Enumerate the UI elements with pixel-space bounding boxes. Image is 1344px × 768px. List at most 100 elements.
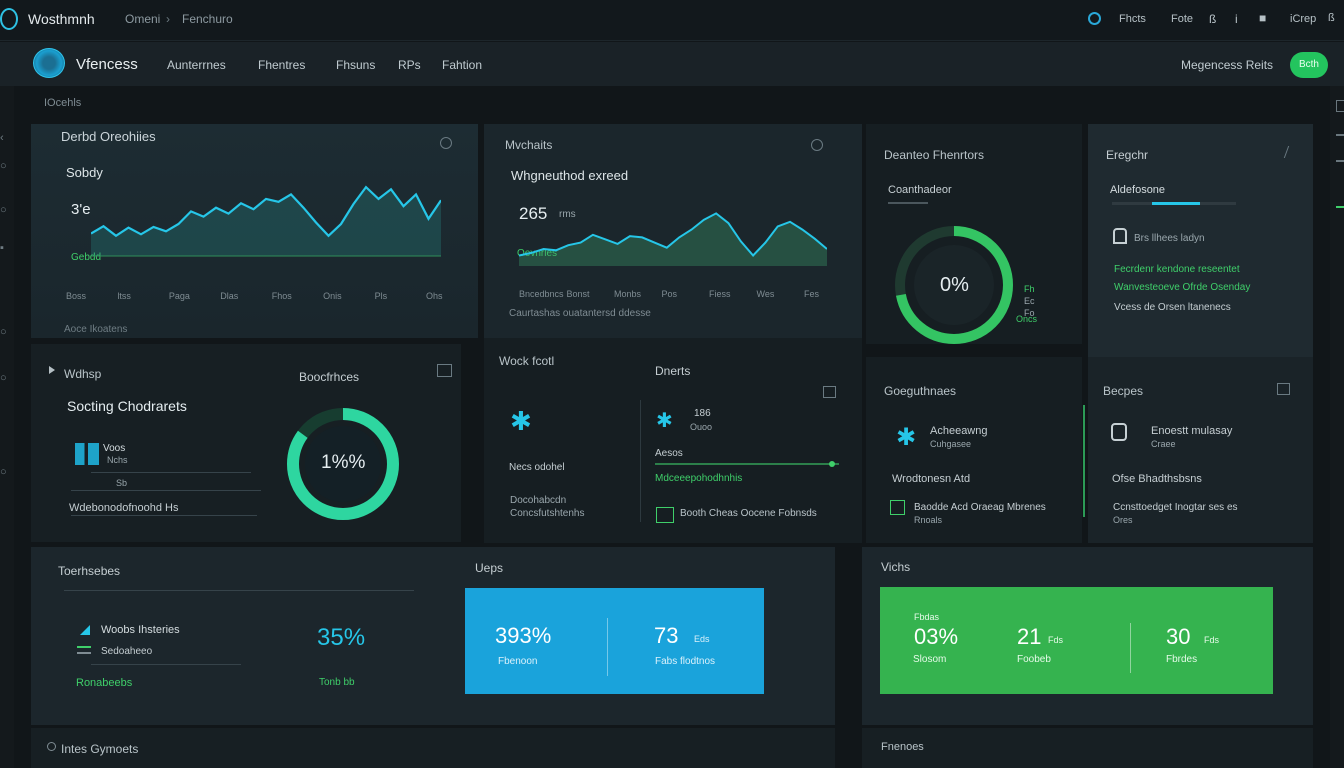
gauge-line-3: Rnoals <box>914 515 943 525</box>
clock-icon[interactable]: ○ <box>0 326 7 338</box>
weighted-subtitle: Whgneuthod exreed <box>511 168 629 183</box>
donut-top-title: Deanteo Fhenrtors <box>884 148 985 162</box>
brand-name[interactable]: Vfencess <box>76 56 138 73</box>
blue-stat-1: 393% <box>495 623 552 648</box>
scoring-card: Wdhsp Boocfrhces Socting Chodrarets Voos… <box>31 344 461 542</box>
green-stat-1: 03% <box>914 624 959 649</box>
trends-divider <box>64 590 414 591</box>
overview-subtitle: Sobdy <box>66 165 103 180</box>
info-icon[interactable]: ○ <box>0 466 7 478</box>
green-stat-1-sub: Slosom <box>913 654 947 665</box>
title-item-6[interactable]: iCrep <box>1290 13 1317 25</box>
dot-icon[interactable]: ▪ <box>0 242 4 254</box>
title-item-1[interactable]: Fhcts <box>1119 13 1146 25</box>
trends-flag-icon <box>80 625 90 635</box>
scoring-item-sub: Nchs <box>107 455 128 465</box>
nav-item-4[interactable]: RPs <box>398 58 421 72</box>
trends-value: 35% <box>317 624 366 651</box>
menu-icon-3[interactable] <box>1336 206 1344 208</box>
scoring-divider-3 <box>71 515 257 516</box>
nav-bar: Vfencess Aunterrnes Fhentres Fhsuns RPs … <box>0 42 1344 86</box>
title-item-7[interactable]: ß <box>1328 12 1335 24</box>
bottom-right-panel: Fnenoes <box>862 728 1313 768</box>
engage-item: Brs llhees ladyn <box>1134 233 1205 244</box>
recipes-line-3: Ores <box>1113 515 1133 525</box>
donut-top-arc <box>895 226 1013 344</box>
title-item-2[interactable]: Fote <box>1171 13 1194 25</box>
edit-icon[interactable] <box>1275 146 1290 158</box>
web-right-count-sub: Ouoo <box>690 422 713 432</box>
scoring-subtitle: Socting Chodrarets <box>67 398 187 414</box>
donut-top-underline <box>888 202 928 204</box>
blue-divider <box>607 618 608 676</box>
donut-top-inner <box>914 245 994 325</box>
search-icon[interactable] <box>440 137 452 149</box>
donut-top-card: Deanteo Fhenrtors Coanthadeor 0% Fh Ec F… <box>866 124 1082 344</box>
nav-right-link[interactable]: Megencess Reits <box>1181 58 1274 72</box>
gauge-item-sub: Cuhgasee <box>930 439 972 449</box>
web-right-line-2: Mdceeepohodhnhis <box>655 473 743 484</box>
image-icon[interactable] <box>823 386 836 398</box>
green-stats-card: Vichs Fbdas 03% Slosom 21 Fds Foobeb 30 … <box>862 547 1313 725</box>
nav-item-2[interactable]: Fhentres <box>258 58 306 72</box>
weighted-footer: Caurtashas ouatantersd ddesse <box>509 308 651 319</box>
gauge-card: Goeguthnaes ✱ Acheeawng Cuhgasee Wrodton… <box>866 357 1082 543</box>
menu-icon-2[interactable] <box>1336 160 1344 162</box>
recipes-divider <box>1083 405 1085 517</box>
gauge-check-icon <box>890 500 905 515</box>
x-tick-label: Pos <box>661 289 678 299</box>
x-tick-label: Onis <box>323 291 342 301</box>
collapse-icon[interactable]: ‹ <box>0 132 4 144</box>
x-tick-label: Fes <box>804 289 820 299</box>
web-slider-handle[interactable] <box>829 461 835 467</box>
play-icon[interactable] <box>49 366 55 374</box>
green-divider <box>1130 623 1131 673</box>
breadcrumb-b[interactable]: Fenchuro <box>182 12 233 26</box>
overview-legend: Gebdd <box>71 252 102 263</box>
nav-item-1[interactable]: Aunterrnes <box>167 58 226 72</box>
puzzle-icon: ✱ <box>510 406 532 436</box>
weighted-legend: Oevnrles <box>517 248 557 259</box>
web-slider-track[interactable] <box>655 463 839 465</box>
menu-icon[interactable] <box>1336 134 1344 136</box>
title-item-3[interactable]: ß <box>1209 12 1217 26</box>
donut-side-1: Fh <box>1024 284 1035 294</box>
scoring-item-label: Voos <box>103 443 126 454</box>
web-footer-2: Concsfutshtenhs <box>510 508 585 519</box>
trends-value-foot: Tonb bb <box>319 677 355 688</box>
bottom-left-label: Intes Gymoets <box>61 742 139 756</box>
engage-line-2: Wanvesteoeve Ofrde Osenday <box>1114 282 1251 293</box>
trends-title: Toerhsebes <box>58 564 121 578</box>
web-right-title: Dnerts <box>655 364 691 378</box>
square-icon[interactable] <box>1336 100 1344 112</box>
recipes-image-icon[interactable] <box>1277 383 1290 395</box>
donut-top-subtitle: Coanthadeor <box>888 184 952 196</box>
circle-icon-2[interactable]: ○ <box>0 204 7 216</box>
overview-line <box>91 185 441 238</box>
clock-icon-2[interactable]: ○ <box>0 372 7 384</box>
web-footer-1: Docohabcdn <box>510 495 567 506</box>
window-icon[interactable] <box>437 364 452 377</box>
trends-footer: Ronabeebs <box>76 677 133 689</box>
gauge-line-1: Wrodtonesn Atd <box>892 473 971 485</box>
circle-icon[interactable]: ○ <box>0 160 7 172</box>
cta-button[interactable]: Bcth <box>1290 52 1328 78</box>
scoring-item-meta: Sb <box>116 478 128 488</box>
title-item-4[interactable]: i <box>1235 12 1238 26</box>
right-toolbar <box>1330 86 1344 768</box>
globe-icon[interactable] <box>1088 12 1101 25</box>
scoring-title: Wdhsp <box>64 367 102 381</box>
web-card: Wock fcotl ✱ Necs odohel Docohabcdn Conc… <box>484 338 862 543</box>
x-tick-label: Wes <box>756 289 775 299</box>
green-stat-2: 21 <box>1017 624 1042 649</box>
green-stat-1-top: Fbdas <box>914 612 940 622</box>
trends-divider-2 <box>91 664 241 665</box>
nav-item-3[interactable]: Fhsuns <box>336 58 376 72</box>
x-tick-label: Bncedbncs <box>519 289 564 299</box>
breadcrumb-a[interactable]: Omeni <box>125 12 161 26</box>
trends-item-2: Sedoaheeo <box>101 646 153 657</box>
x-tick-label: Fhos <box>271 291 292 301</box>
nav-item-5[interactable]: Fahtion <box>442 58 483 72</box>
title-item-5[interactable]: ■ <box>1259 11 1267 25</box>
refresh-icon[interactable] <box>811 139 823 151</box>
